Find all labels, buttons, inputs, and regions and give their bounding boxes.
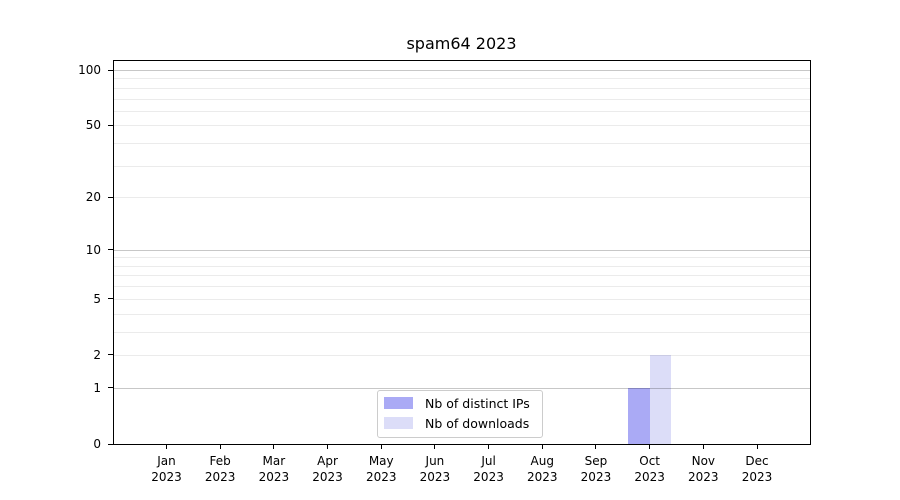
- minor-gridline: [114, 331, 810, 333]
- x-tick-label: Jul 2023: [473, 454, 504, 484]
- x-tick-mark: [541, 445, 543, 449]
- legend-item-label: Nb of distinct IPs: [425, 395, 530, 411]
- x-tick-label: Apr 2023: [312, 454, 343, 484]
- x-tick-label: Nov 2023: [688, 454, 719, 484]
- y-tick-mark: [108, 124, 113, 126]
- minor-gridline: [114, 197, 810, 199]
- legend-item-label: Nb of downloads: [425, 415, 530, 431]
- minor-gridline: [114, 78, 810, 80]
- legend-item: Nb of downloads: [384, 413, 534, 433]
- x-tick-label: Aug 2023: [526, 454, 558, 484]
- x-tick-mark: [756, 445, 758, 449]
- y-tick-mark: [108, 69, 113, 71]
- y-tick-label: 0: [93, 437, 101, 451]
- bar-oct-series1: [628, 387, 650, 444]
- x-tick-mark: [649, 445, 651, 449]
- x-tick-label: Jun 2023: [419, 454, 451, 484]
- x-tick-mark: [327, 445, 329, 449]
- minor-gridline: [114, 298, 810, 300]
- minor-gridline: [114, 98, 810, 100]
- x-tick-mark: [488, 445, 490, 449]
- y-tick-label: 10: [85, 242, 101, 257]
- y-tick-mark: [108, 196, 113, 198]
- y-tick-mark: [108, 298, 113, 300]
- minor-gridline: [114, 275, 810, 277]
- y-tick-label: 5: [93, 291, 101, 306]
- minor-gridline: [114, 87, 810, 89]
- minor-gridline: [114, 265, 810, 267]
- y-tick-mark: [108, 249, 113, 251]
- minor-gridline: [114, 257, 810, 259]
- x-tick-mark: [273, 445, 275, 449]
- chart-title: spam64 2023: [406, 34, 517, 53]
- minor-gridline: [114, 313, 810, 315]
- legend-item: Nb of distinct IPs: [384, 393, 534, 413]
- x-tick-label: Feb 2023: [204, 454, 236, 484]
- bar-oct-series2: [649, 354, 672, 444]
- x-tick-mark: [219, 445, 221, 449]
- x-tick-label: May 2023: [365, 454, 397, 484]
- minor-gridline: [114, 125, 810, 127]
- y-tick-label: 50: [85, 118, 101, 133]
- x-tick-label: Mar 2023: [258, 454, 290, 484]
- y-tick-label: 20: [85, 190, 101, 205]
- major-gridline: [114, 70, 810, 71]
- y-tick-label: 2: [93, 347, 101, 362]
- y-tick-mark: [108, 443, 113, 445]
- legend-swatch: [384, 397, 413, 409]
- minor-gridline: [114, 286, 810, 288]
- x-tick-mark: [702, 445, 704, 449]
- minor-gridline: [114, 165, 810, 167]
- x-tick-mark: [166, 445, 167, 449]
- legend-swatch: [384, 417, 413, 429]
- x-tick-mark: [595, 445, 597, 449]
- y-tick-mark: [108, 387, 113, 389]
- major-gridline: [114, 387, 810, 389]
- x-tick-mark: [380, 445, 382, 449]
- minor-gridline: [114, 354, 810, 356]
- major-gridline: [114, 249, 810, 251]
- x-tick-label: Jan 2023: [151, 454, 182, 484]
- minor-gridline: [114, 110, 810, 112]
- legend: Nb of distinct IPs Nb of downloads: [377, 390, 543, 438]
- x-tick-label: Dec 2023: [741, 454, 773, 484]
- y-tick-label: 1: [93, 380, 101, 395]
- x-tick-mark: [434, 445, 436, 449]
- x-tick-label: Oct 2023: [634, 454, 665, 484]
- y-tick-label: 100: [78, 63, 101, 77]
- x-tick-label: Sep 2023: [580, 454, 612, 484]
- minor-gridline: [114, 143, 810, 145]
- y-tick-mark: [108, 354, 113, 356]
